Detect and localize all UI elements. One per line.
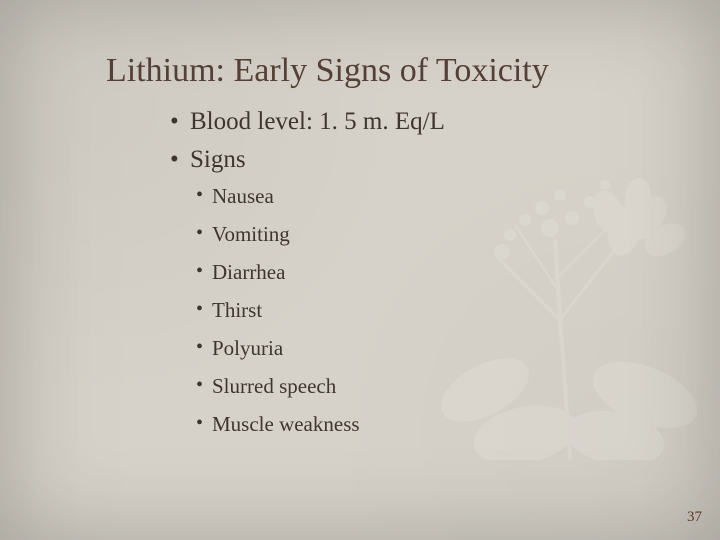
page-number: 37 — [687, 509, 702, 526]
list-item: Muscle weakness — [196, 412, 720, 437]
list-item: Thirst — [196, 298, 720, 323]
slide-content: Lithium: Early Signs of Toxicity Blood l… — [0, 0, 720, 437]
slide-title: Lithium: Early Signs of Toxicity — [106, 52, 720, 90]
list-item: Vomiting — [196, 222, 720, 247]
list-item: Polyuria — [196, 336, 720, 361]
list-item: Signs — [170, 146, 720, 174]
list-item: Slurred speech — [196, 374, 720, 399]
list-item: Blood level: 1. 5 m. Eq/L — [170, 108, 720, 136]
bullet-list-level2: Nausea Vomiting Diarrhea Thirst Polyuria… — [196, 184, 720, 437]
list-item: Nausea — [196, 184, 720, 209]
bullet-list-level1: Blood level: 1. 5 m. Eq/L Signs — [170, 108, 720, 174]
list-item: Diarrhea — [196, 260, 720, 285]
